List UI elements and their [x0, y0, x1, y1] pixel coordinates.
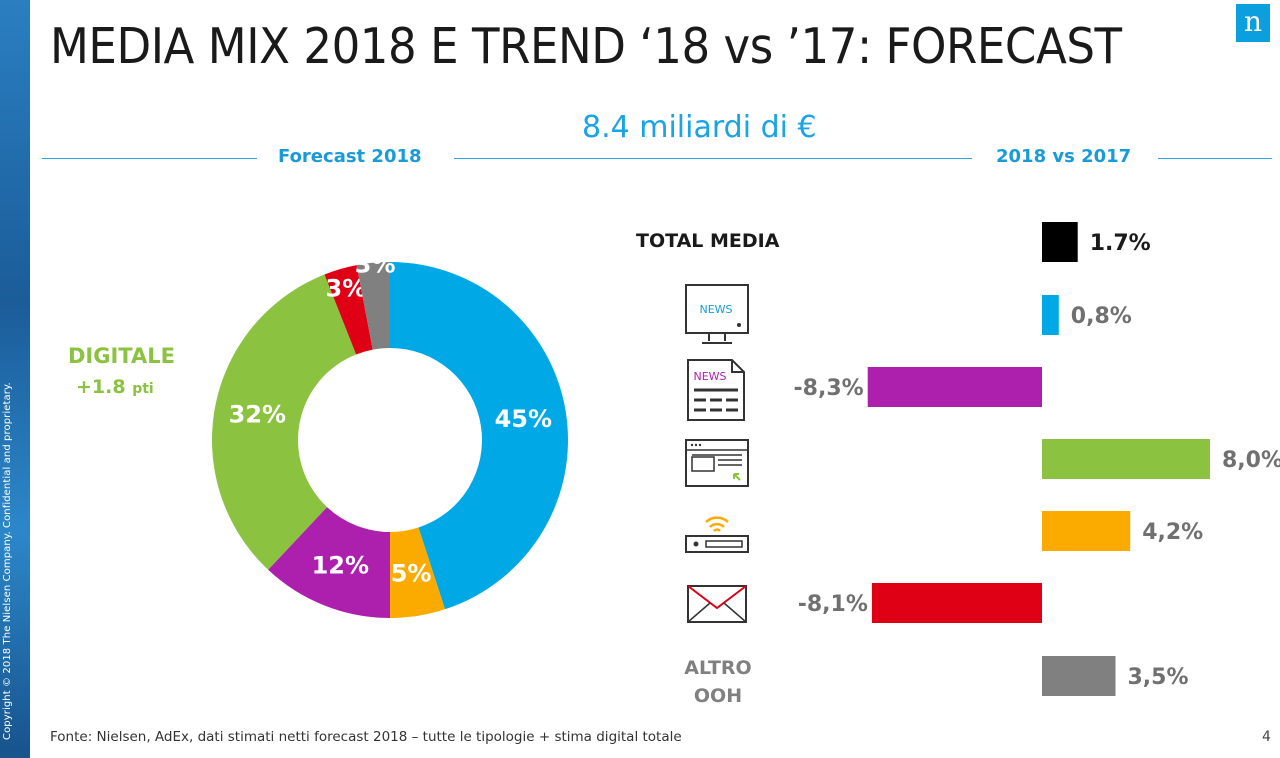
trend-bar-label-1: 0,8% [1071, 304, 1132, 329]
trend-bar-0 [1042, 222, 1078, 262]
sidebar-decoration: Copyright © 2018 The Nielsen Company. Co… [0, 0, 30, 758]
trend-bar-1 [1042, 295, 1059, 335]
source-note: Fonte: Nielsen, AdEx, dati stimati netti… [50, 729, 682, 745]
tv-news-icon: NEWS [685, 284, 749, 344]
digital-delta-unit: pti [132, 381, 154, 397]
donut-slice-3 [211, 274, 357, 570]
donut-slice-4 [324, 265, 373, 355]
envelope-icon [687, 585, 747, 623]
web-browser-icon [685, 439, 749, 487]
altro-label-line2: OOH [693, 685, 743, 707]
divider-right [1158, 158, 1272, 159]
trend-bar-6 [1042, 656, 1116, 696]
trend-bar-5 [871, 583, 1042, 623]
digital-label: DIGITALE [68, 344, 175, 368]
donut-label-5: 3% [355, 251, 396, 279]
total-amount: 8.4 miliardi di € [582, 110, 817, 145]
divider-left [42, 158, 257, 159]
total-media-label: TOTAL MEDIA [636, 230, 780, 252]
page-number: 4 [1262, 729, 1271, 745]
donut-slice-0 [390, 262, 568, 610]
digital-delta: +1.8 pti [76, 376, 154, 398]
trend-bar-3 [1042, 439, 1210, 479]
digital-delta-value: +1.8 [76, 376, 126, 398]
section-label-trend: 2018 vs 2017 [996, 146, 1132, 167]
trend-bar-label-4: 4,2% [1142, 520, 1203, 545]
newspaper-news-text: NEWS [693, 370, 726, 383]
radio-icon [685, 516, 749, 553]
divider-middle [454, 158, 972, 159]
section-label-forecast: Forecast 2018 [278, 146, 422, 167]
donut-label-2: 12% [312, 552, 369, 580]
trend-bar-2 [867, 367, 1042, 407]
donut-chart: 45%5%12%32%3%3% [211, 251, 568, 618]
trend-bar-label-5: -8,1% [798, 592, 868, 617]
copyright-text: Copyright © 2018 The Nielsen Company. Co… [2, 382, 13, 740]
donut-slice-1 [390, 527, 446, 618]
altro-label-line1: ALTRO [684, 657, 752, 679]
trend-bar-label-2: -8,3% [794, 376, 864, 401]
trend-bar-label-6: 3,5% [1128, 665, 1189, 690]
donut-label-0: 45% [495, 405, 552, 433]
donut-slice-2 [268, 507, 390, 618]
tv-news-text: NEWS [699, 303, 732, 316]
donut-slice-5 [356, 262, 390, 350]
trend-bar-label-3: 8,0% [1222, 448, 1280, 473]
donut-label-1: 5% [391, 559, 432, 587]
altro-ooh-label: ALTRO OOH [672, 654, 764, 710]
donut-label-3: 32% [229, 401, 286, 429]
page-title: MEDIA MIX 2018 E TREND ‘18 vs ’17: FOREC… [50, 18, 1122, 75]
newspaper-icon: NEWS [687, 359, 745, 421]
nielsen-logo: n [1236, 4, 1270, 42]
trend-bar-4 [1042, 511, 1131, 551]
trend-bar-label-0: 1.7% [1090, 231, 1151, 256]
